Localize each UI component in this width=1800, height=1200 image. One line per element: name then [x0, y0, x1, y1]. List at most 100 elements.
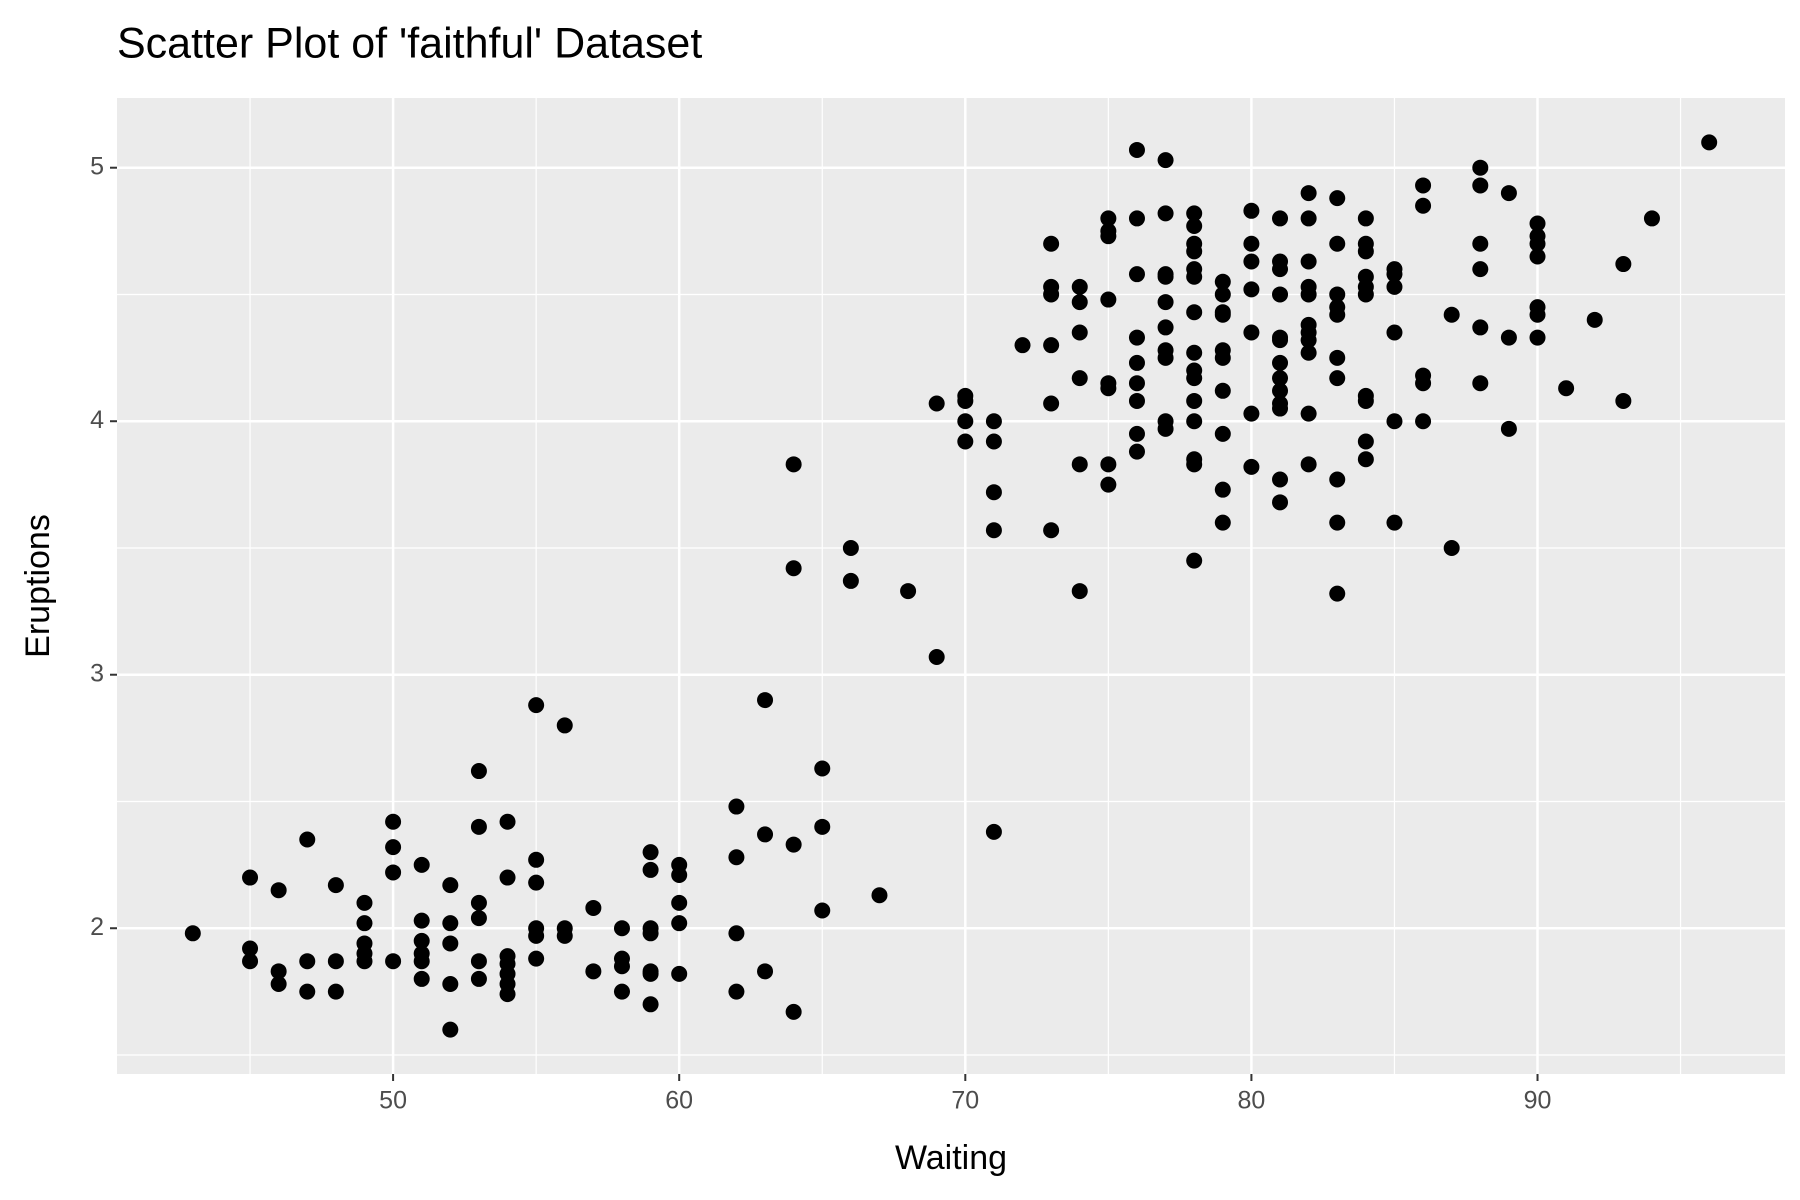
point — [1214, 481, 1231, 498]
point — [814, 760, 831, 777]
point — [642, 861, 659, 878]
point — [470, 910, 487, 927]
point — [413, 970, 430, 987]
point — [1386, 514, 1403, 531]
point — [528, 697, 545, 714]
point — [928, 648, 945, 665]
point — [1100, 210, 1117, 227]
point — [1300, 210, 1317, 227]
x-tick-label: 90 — [1524, 1087, 1552, 1115]
point — [585, 899, 602, 916]
point — [1043, 235, 1060, 252]
point — [1701, 134, 1718, 151]
point — [671, 894, 688, 911]
point — [1014, 337, 1031, 354]
point — [1214, 349, 1231, 366]
point — [528, 950, 545, 967]
point — [985, 413, 1002, 430]
point — [385, 864, 402, 881]
point — [1300, 286, 1317, 303]
point — [242, 869, 259, 886]
point — [1272, 494, 1289, 511]
point — [1071, 294, 1088, 311]
point — [1186, 304, 1203, 321]
point — [1214, 273, 1231, 290]
point — [1272, 471, 1289, 488]
point — [1157, 205, 1174, 222]
point — [1043, 286, 1060, 303]
point — [1586, 311, 1603, 328]
point — [327, 877, 344, 894]
point — [1186, 552, 1203, 569]
point — [1128, 392, 1145, 409]
point — [985, 484, 1002, 501]
point — [1071, 456, 1088, 473]
point — [613, 920, 630, 937]
point — [556, 927, 573, 944]
point — [1186, 370, 1203, 387]
point — [900, 583, 917, 600]
point — [1329, 190, 1346, 207]
point — [442, 976, 459, 993]
point — [470, 953, 487, 970]
point — [1272, 261, 1289, 278]
point — [728, 925, 745, 942]
chart-title: Scatter Plot of 'faithful' Dataset — [117, 19, 702, 67]
point — [499, 986, 516, 1003]
point — [1357, 433, 1374, 450]
point — [613, 958, 630, 975]
point — [413, 932, 430, 949]
point — [356, 894, 373, 911]
point — [1386, 278, 1403, 295]
point — [1043, 337, 1060, 354]
point — [785, 456, 802, 473]
x-tick-label: 80 — [1238, 1087, 1266, 1115]
point — [470, 763, 487, 780]
point — [1529, 235, 1546, 252]
point — [1272, 332, 1289, 349]
point — [1186, 344, 1203, 361]
point — [871, 887, 888, 904]
x-axis-label: Waiting — [895, 1139, 1007, 1177]
point — [785, 560, 802, 577]
point — [470, 818, 487, 835]
point — [1386, 413, 1403, 430]
point — [1157, 319, 1174, 336]
point — [470, 970, 487, 987]
point — [1415, 375, 1432, 392]
point — [1529, 248, 1546, 265]
point — [1357, 243, 1374, 260]
point — [385, 813, 402, 830]
point — [1128, 425, 1145, 442]
point — [757, 826, 774, 843]
point — [556, 717, 573, 734]
point — [928, 395, 945, 412]
point — [1472, 159, 1489, 176]
point — [1043, 522, 1060, 539]
point — [1500, 329, 1517, 346]
plot-panel — [117, 98, 1785, 1074]
point — [785, 1003, 802, 1020]
point — [1615, 392, 1632, 409]
x-tick-label: 70 — [951, 1087, 979, 1115]
point — [728, 849, 745, 866]
point — [957, 413, 974, 430]
point — [385, 839, 402, 856]
point — [1329, 370, 1346, 387]
point — [442, 935, 459, 952]
point — [1100, 291, 1117, 308]
point — [1243, 281, 1260, 298]
point — [1100, 456, 1117, 473]
point — [1500, 185, 1517, 202]
point — [671, 915, 688, 932]
point — [728, 983, 745, 1000]
point — [985, 823, 1002, 840]
point — [1157, 294, 1174, 311]
point — [1472, 261, 1489, 278]
point — [1186, 392, 1203, 409]
point — [356, 915, 373, 932]
y-axis-label: Eruptions — [19, 514, 57, 658]
point — [242, 953, 259, 970]
point — [585, 963, 602, 980]
point — [356, 953, 373, 970]
